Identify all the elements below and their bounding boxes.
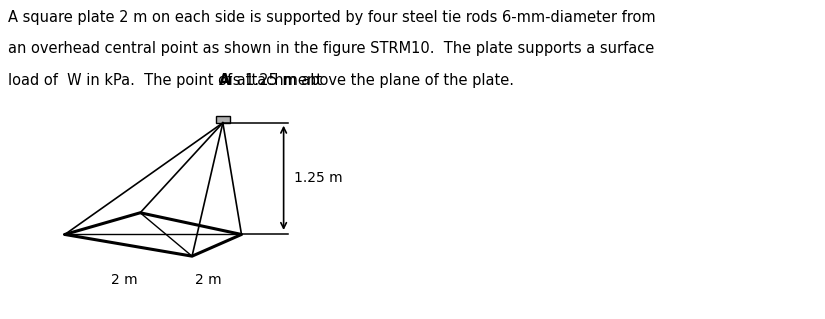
Text: 2 m: 2 m [196,273,222,287]
Text: load of  W in kPa.  The point of attachment: load of W in kPa. The point of attachmen… [8,73,327,88]
Text: 1.25 m: 1.25 m [295,171,342,185]
Text: is 1.25 m above the plane of the plate.: is 1.25 m above the plane of the plate. [224,73,513,88]
Text: an overhead central point as shown in the figure STRM10.  The plate supports a s: an overhead central point as shown in th… [8,41,654,56]
Text: A: A [219,73,230,88]
Text: A square plate 2 m on each side is supported by four steel tie rods 6-mm-diamete: A square plate 2 m on each side is suppo… [8,10,656,25]
Text: 2 m: 2 m [111,273,138,287]
Bar [215,116,230,123]
